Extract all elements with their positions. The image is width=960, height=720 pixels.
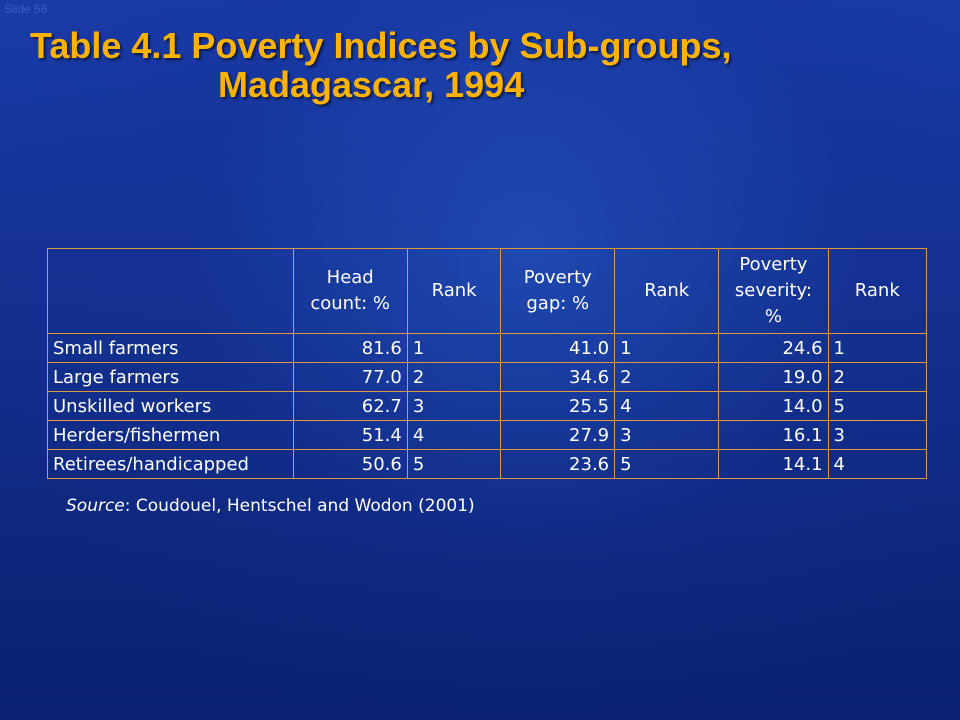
row-label: Retirees/handicapped bbox=[47, 449, 294, 479]
head-count-cell: 77.0 bbox=[292, 362, 408, 392]
poverty-severity-cell: 24.6 bbox=[718, 333, 829, 363]
title-line-2: Madagascar, 1994 bbox=[218, 64, 525, 105]
rank-cell: 3 bbox=[406, 391, 502, 421]
poverty-gap-cell: 25.5 bbox=[500, 391, 616, 421]
row-label: Unskilled workers bbox=[47, 391, 294, 421]
rank-cell: 5 bbox=[406, 449, 502, 479]
poverty-gap-cell: 41.0 bbox=[500, 333, 616, 363]
row-label: Herders/fishermen bbox=[47, 420, 294, 450]
header-subgroup bbox=[47, 248, 294, 334]
rank-cell: 3 bbox=[827, 420, 928, 450]
poverty-gap-cell: 23.6 bbox=[500, 449, 616, 479]
rank-cell: 1 bbox=[614, 333, 720, 363]
header-head-count: Head count: % bbox=[292, 248, 408, 334]
head-count-cell: 81.6 bbox=[292, 333, 408, 363]
poverty-gap-cell: 27.9 bbox=[500, 420, 616, 450]
source-label: Source bbox=[66, 496, 125, 516]
poverty-severity-cell: 16.1 bbox=[718, 420, 829, 450]
title-line-1: Table 4.1 Poverty Indices by Sub-groups, bbox=[30, 25, 732, 66]
rank-cell: 5 bbox=[614, 449, 720, 479]
header-rank-poverty-gap: Rank bbox=[614, 248, 720, 334]
rank-cell: 1 bbox=[827, 333, 928, 363]
table-row: Unskilled workers 62.7 3 25.5 4 14.0 5 bbox=[47, 391, 928, 421]
rank-cell: 2 bbox=[406, 362, 502, 392]
poverty-severity-cell: 14.1 bbox=[718, 449, 829, 479]
poverty-gap-cell: 34.6 bbox=[500, 362, 616, 392]
header-poverty-gap: Poverty gap: % bbox=[500, 248, 616, 334]
row-label: Large farmers bbox=[47, 362, 294, 392]
poverty-severity-cell: 19.0 bbox=[718, 362, 829, 392]
row-label: Small farmers bbox=[47, 333, 294, 363]
header-poverty-severity: Poverty severity: % bbox=[718, 248, 829, 334]
slide-number: Slide 56 bbox=[4, 2, 48, 16]
table-row: Herders/fishermen 51.4 4 27.9 3 16.1 3 bbox=[47, 420, 928, 450]
poverty-severity-cell: 14.0 bbox=[718, 391, 829, 421]
source-note: Source: Coudouel, Hentschel and Wodon (2… bbox=[66, 496, 475, 516]
rank-cell: 2 bbox=[827, 362, 928, 392]
header-rank-poverty-severity: Rank bbox=[827, 248, 928, 334]
rank-cell: 2 bbox=[614, 362, 720, 392]
head-count-cell: 62.7 bbox=[292, 391, 408, 421]
rank-cell: 4 bbox=[827, 449, 928, 479]
source-text: : Coudouel, Hentschel and Wodon (2001) bbox=[124, 496, 475, 516]
rank-cell: 4 bbox=[406, 420, 502, 450]
table-row: Retirees/handicapped 50.6 5 23.6 5 14.1 … bbox=[47, 449, 928, 479]
header-rank-head-count: Rank bbox=[406, 248, 502, 334]
rank-cell: 3 bbox=[614, 420, 720, 450]
table-row: Large farmers 77.0 2 34.6 2 19.0 2 bbox=[47, 362, 928, 392]
table-header-row: Head count: % Rank Poverty gap: % Rank P… bbox=[47, 248, 928, 334]
rank-cell: 4 bbox=[614, 391, 720, 421]
rank-cell: 5 bbox=[827, 391, 928, 421]
rank-cell: 1 bbox=[406, 333, 502, 363]
slide-title: Table 4.1 Poverty Indices by Sub-groups,… bbox=[30, 26, 930, 104]
poverty-indices-table: Head count: % Rank Poverty gap: % Rank P… bbox=[47, 248, 928, 479]
table-row: Small farmers 81.6 1 41.0 1 24.6 1 bbox=[47, 333, 928, 363]
head-count-cell: 50.6 bbox=[292, 449, 408, 479]
head-count-cell: 51.4 bbox=[292, 420, 408, 450]
